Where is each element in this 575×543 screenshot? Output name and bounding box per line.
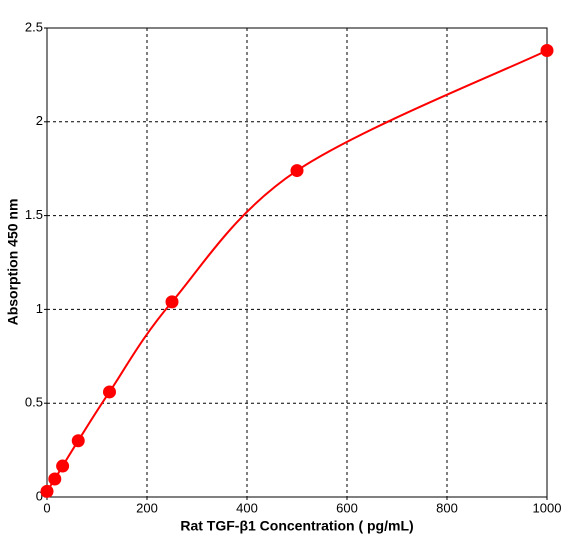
data-point	[40, 484, 54, 498]
y-tick-label: 2	[36, 113, 43, 128]
data-point	[48, 472, 62, 486]
x-tick-label: 400	[236, 500, 258, 515]
data-point	[71, 434, 85, 448]
y-tick-label: 0.5	[25, 395, 43, 410]
y-tick-label: 1.5	[25, 207, 43, 222]
y-tick-label: 1	[36, 301, 43, 316]
data-point	[103, 385, 116, 399]
y-tick-label: 0	[36, 488, 43, 503]
y-axis-label: Absorption 450 nm	[5, 199, 21, 326]
plot-frame	[46, 27, 548, 498]
x-tick-label: 200	[136, 500, 158, 515]
fit-curve	[46, 49, 548, 492]
x-tick-label: 1000	[533, 500, 562, 515]
data-point	[290, 164, 304, 178]
x-tick-label: 800	[436, 500, 458, 515]
data-point	[56, 459, 70, 473]
x-axis-label: Rat TGF-β1 Concentration ( pg/mL)	[180, 518, 413, 534]
x-tick-label: 0	[43, 500, 50, 515]
data-point	[540, 44, 554, 58]
data-point	[165, 295, 179, 309]
x-tick-label: 600	[336, 500, 358, 515]
y-tick-label: 2.5	[25, 19, 43, 34]
